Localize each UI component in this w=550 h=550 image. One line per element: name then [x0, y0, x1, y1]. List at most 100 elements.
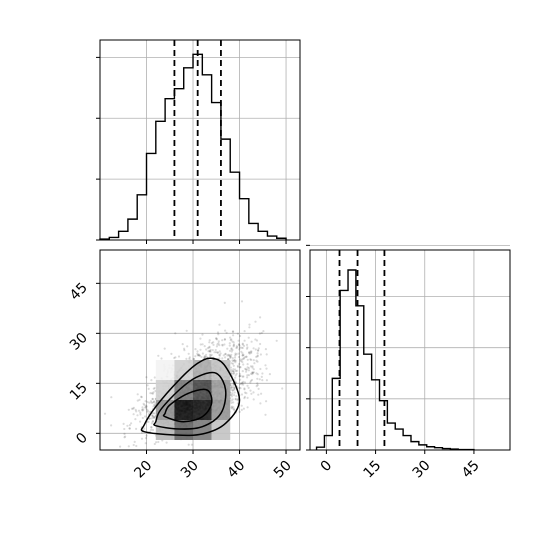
scatter-point [231, 386, 234, 389]
scatter-point [239, 358, 242, 361]
scatter-point [256, 373, 259, 376]
scatter-point [233, 359, 236, 362]
scatter-point [238, 348, 241, 351]
scatter-point [138, 398, 141, 401]
hist-x-marks [99, 40, 287, 240]
scatter-point [247, 336, 250, 339]
scatter-point [239, 382, 242, 385]
contour-outer [140, 357, 241, 437]
scatter-point [249, 365, 252, 368]
scatter-point [149, 400, 153, 403]
scatter-point [177, 355, 181, 358]
scatter-point [142, 408, 145, 411]
scatter-point [248, 326, 251, 329]
scatter-point [135, 444, 138, 448]
scatter-point [250, 378, 254, 382]
scatter-point [233, 356, 237, 359]
scatter-point [245, 355, 248, 358]
scatter-point [238, 346, 242, 349]
scatter-point [152, 420, 155, 423]
scatter-point [208, 353, 212, 356]
scatter-point [231, 398, 234, 401]
scatter-point [238, 366, 242, 369]
scatter-point [265, 400, 268, 403]
scatter-point [232, 372, 235, 375]
scatter-point [233, 388, 236, 391]
scatter-point [229, 384, 232, 387]
scatter-frame [99, 249, 301, 451]
scatter-point [152, 412, 155, 415]
scatter-point [235, 345, 238, 348]
scatter-point [232, 345, 235, 348]
hist-y-ticks [306, 244, 475, 454]
scatter-point [256, 354, 259, 357]
scatter-point [243, 339, 246, 342]
y-tick-label-15: 15 [67, 380, 91, 404]
scatter-point [218, 323, 221, 326]
scatter-point [252, 359, 255, 362]
scatter-point [143, 403, 146, 406]
scatter-point [249, 358, 252, 361]
scatter-point [230, 338, 233, 341]
scatter-point [134, 418, 137, 421]
scatter-point [223, 301, 226, 304]
density-cell [193, 360, 212, 380]
density-cell [174, 360, 194, 380]
scatter-point [245, 355, 248, 358]
scatter-point [231, 357, 234, 360]
scatter-point [251, 373, 254, 376]
scatter-point [245, 370, 248, 373]
scatter-point [212, 341, 215, 344]
scatter-point [240, 381, 243, 384]
scatter-point [247, 374, 250, 377]
scatter-point [250, 350, 253, 353]
scatter-point [250, 351, 253, 355]
scatter-point [232, 372, 235, 375]
hist-y-marks [315, 250, 475, 451]
scatter-point [133, 440, 136, 443]
scatter-point [230, 399, 233, 402]
scatter-point [196, 352, 199, 355]
scatter-point [205, 353, 208, 356]
scatter-point [241, 382, 244, 385]
scatter-point [132, 413, 135, 416]
scatter-point [199, 343, 202, 346]
scatter-point [135, 410, 138, 413]
scatter-point [144, 415, 147, 418]
scatter-point [275, 339, 278, 342]
scatter-point [122, 422, 125, 425]
scatter-point [155, 441, 158, 444]
scatter-point [221, 344, 224, 347]
scatter-point [148, 417, 151, 420]
scatter-point [208, 349, 211, 353]
scatter-point [173, 356, 176, 360]
scatter-point [146, 410, 149, 413]
scatter-point [255, 359, 258, 362]
scatter-point [190, 443, 193, 446]
scatter-point [236, 369, 239, 372]
scatter-point [141, 416, 144, 420]
scatter-point [255, 372, 258, 375]
scatter-point [240, 300, 244, 303]
scatter-point [152, 400, 155, 404]
scatter-point [260, 331, 263, 335]
scatter-point [225, 331, 228, 334]
scatter-point [231, 340, 234, 343]
contour-inner [162, 388, 213, 423]
scatter-point [237, 355, 241, 359]
scatter-contours [140, 357, 241, 437]
scatter-point [136, 399, 139, 402]
scatter-point [230, 348, 233, 351]
scatter-point [185, 357, 188, 360]
scatter-point [259, 353, 262, 356]
scatter-point [228, 349, 232, 352]
scatter-point [203, 355, 206, 358]
scatter-point [174, 356, 177, 359]
hist-y-frame [309, 249, 511, 451]
scatter-point [206, 347, 209, 350]
scatter-point [249, 350, 252, 353]
scatter-point [232, 344, 235, 347]
scatter-point [234, 361, 237, 364]
scatter-point [249, 389, 252, 392]
scatter-point [235, 346, 238, 350]
